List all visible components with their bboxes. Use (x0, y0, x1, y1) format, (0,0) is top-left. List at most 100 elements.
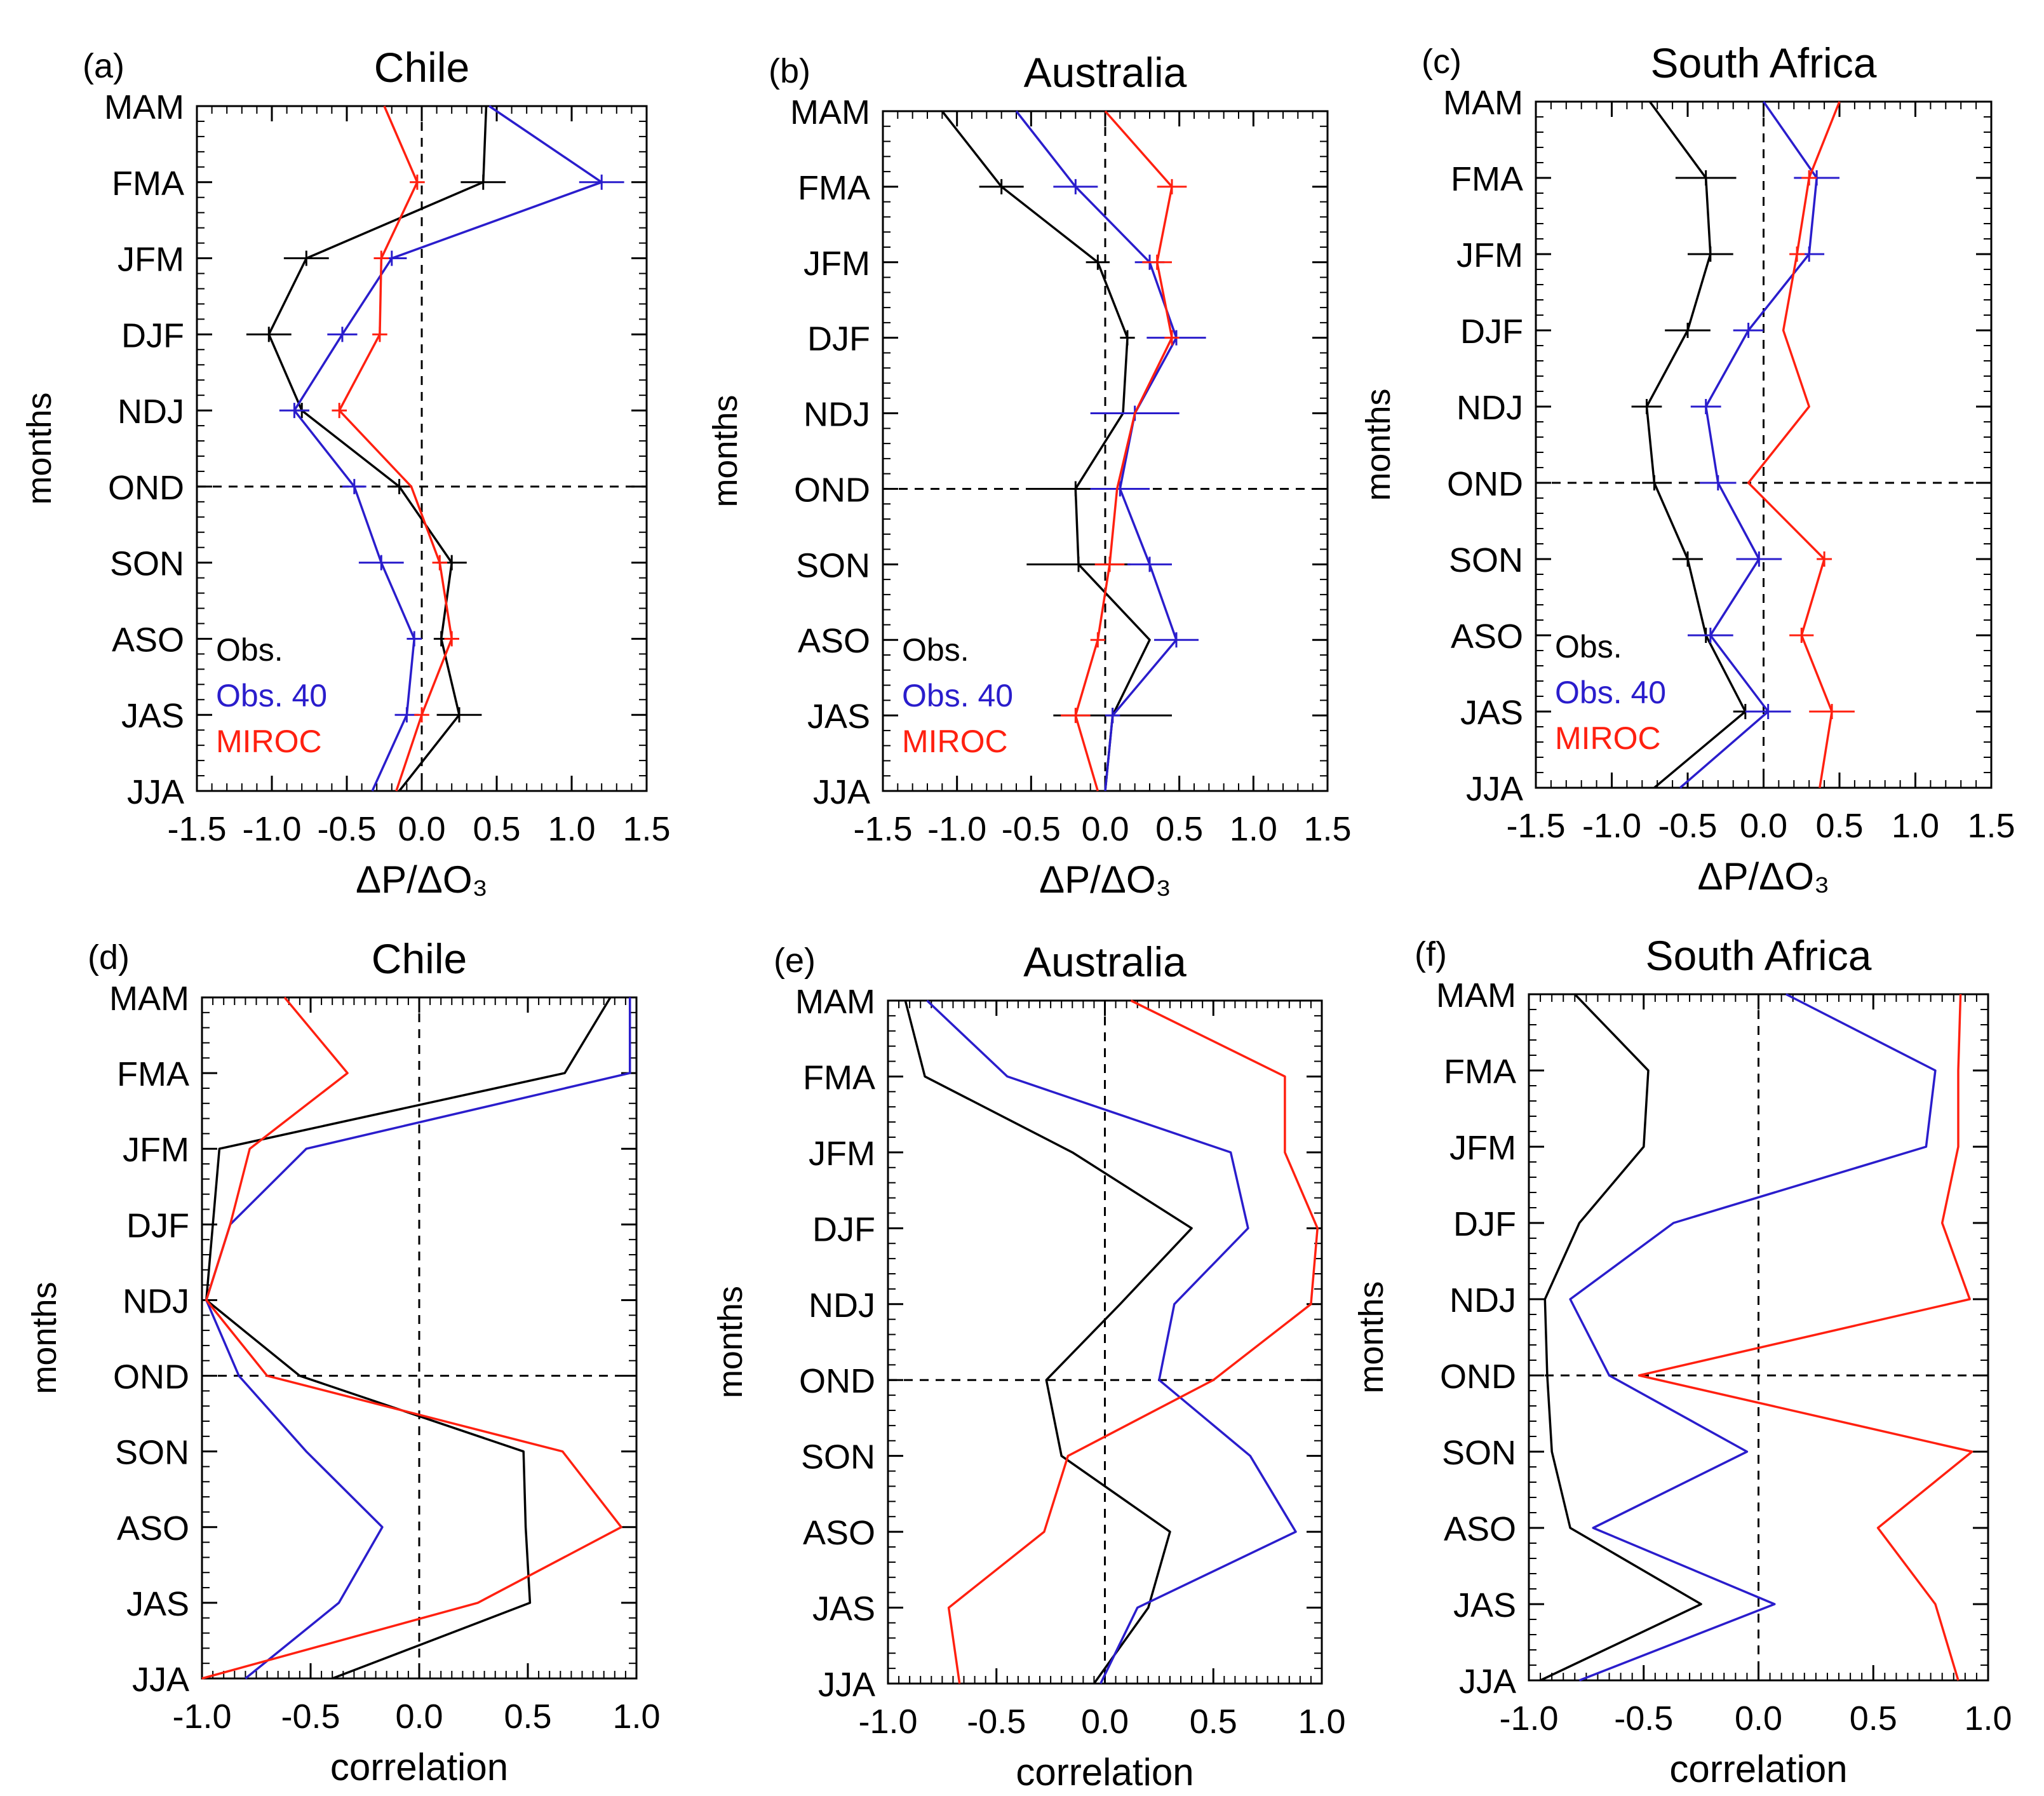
x-tick-label: 1.0 (1892, 807, 1939, 845)
month-label-jja: JJA (127, 773, 184, 811)
x-tick-label: 0.5 (1155, 810, 1203, 848)
series-miroc-line (1637, 994, 1973, 1681)
month-label-jja: JJA (1466, 770, 1523, 808)
month-label-ond: OND (794, 471, 870, 509)
panel-title: South Africa (1646, 932, 1872, 979)
x-tick-label: 1.0 (612, 1698, 660, 1736)
month-label-jja: JJA (818, 1666, 875, 1704)
panel-b: -1.5 -1.0 -0.5 0.0 0.5 1.0 1.5 MAM FMA JFM DJF NDJ O… (706, 49, 1352, 901)
x-axis-label: correlation (1669, 1748, 1847, 1790)
legend-entry-miroc: MIROC (1555, 720, 1661, 756)
month-label-jfm: JFM (803, 245, 870, 283)
x-tick-label: -1.0 (242, 810, 301, 848)
series-obs-40-line (293, 105, 603, 792)
series-miroc-line (201, 996, 622, 1680)
series-miroc-line (947, 999, 1319, 1684)
y-axis-label: months (711, 1286, 750, 1398)
panel-label: (b) (769, 52, 810, 90)
legend-entry-obs-40: Obs. 40 (1555, 675, 1666, 710)
panel-title: South Africa (1651, 39, 1877, 86)
legend-entry-obs: Obs. (216, 632, 283, 668)
x-tick-label: -1.0 (1499, 1699, 1558, 1738)
x-tick-label: 1.0 (548, 810, 595, 848)
month-label-djf: DJF (1453, 1205, 1516, 1243)
month-label-djf: DJF (807, 320, 870, 358)
month-label-ond: OND (799, 1362, 875, 1400)
x-tick-label: 0.0 (1081, 810, 1129, 848)
month-label-jas: JAS (1453, 1586, 1516, 1624)
x-tick-label: -1.0 (858, 1703, 917, 1741)
series-obs-40-line (1679, 100, 1818, 789)
month-label-jfm: JFM (809, 1135, 875, 1173)
panel-e: -1.0 -0.5 0.0 0.5 1.0 MAM FMA JFM DJF NDJ OND SON AS… (711, 938, 1346, 1793)
series-obs-40-line (1569, 993, 1937, 1682)
x-axis-label: correlation (330, 1746, 508, 1788)
month-label-jja: JJA (1459, 1663, 1516, 1701)
x-tick-label: 1.5 (1967, 807, 2015, 845)
month-label-mam: MAM (1443, 84, 1523, 122)
legend-entry-obs: Obs. (1555, 629, 1622, 665)
month-label-mam: MAM (1436, 976, 1516, 1015)
legend-entry-miroc: MIROC (902, 724, 1008, 759)
x-tick-label: -1.0 (927, 810, 986, 848)
y-axis-label: months (1359, 388, 1397, 501)
x-tick-label: -0.5 (1002, 810, 1061, 848)
month-label-jas: JAS (121, 697, 184, 735)
month-label-fma: FMA (1444, 1053, 1516, 1091)
panel-label: (e) (774, 942, 816, 980)
month-label-son: SON (110, 545, 184, 583)
series-obs-line (904, 1000, 1193, 1685)
month-label-fma: FMA (117, 1055, 189, 1093)
x-tick-label: -0.5 (281, 1698, 340, 1736)
x-tick-label: 0.5 (473, 810, 520, 848)
month-label-ond: OND (1447, 465, 1523, 503)
series-miroc-line (1747, 101, 1841, 788)
month-label-mam: MAM (104, 88, 184, 126)
x-tick-label: -0.5 (967, 1703, 1026, 1741)
x-tick-label: 0.5 (1850, 1699, 1897, 1738)
y-axis-label: months (20, 392, 58, 504)
month-label-jas: JAS (126, 1585, 189, 1623)
month-label-djf: DJF (121, 316, 184, 354)
month-label-mam: MAM (109, 980, 189, 1018)
x-tick-label: 0.0 (398, 810, 445, 848)
panel-c: -1.5 -1.0 -0.5 0.0 0.5 1.0 1.5 MAM FMA JFM DJF NDJ O… (1359, 39, 2015, 898)
y-axis-label: months (25, 1281, 64, 1394)
month-label-mam: MAM (795, 983, 875, 1021)
series-obs-40-line (205, 997, 631, 1680)
month-label-fma: FMA (798, 169, 870, 207)
month-label-son: SON (115, 1434, 189, 1472)
month-label-ndj: NDJ (809, 1286, 875, 1325)
month-label-jfm: JFM (1449, 1129, 1516, 1167)
x-tick-label: 0.0 (1081, 1703, 1129, 1741)
panel-title: Australia (1023, 938, 1187, 985)
month-label-mam: MAM (790, 93, 870, 132)
panel-label: (f) (1415, 935, 1447, 973)
legend-entry-miroc: MIROC (216, 724, 322, 759)
panel-title: Australia (1024, 49, 1187, 96)
month-label-djf: DJF (126, 1206, 189, 1245)
month-label-jas: JAS (807, 698, 870, 736)
x-tick-label: 0.5 (1190, 1703, 1237, 1741)
panel-title: Chile (372, 935, 467, 982)
month-label-aso: ASO (117, 1509, 189, 1548)
series-miroc-line (1074, 110, 1173, 792)
month-label-ndj: NDJ (803, 396, 870, 434)
month-label-ond: OND (113, 1358, 189, 1396)
month-label-aso: ASO (1444, 1510, 1516, 1548)
month-label-son: SON (801, 1438, 875, 1476)
month-label-jja: JJA (813, 773, 870, 811)
y-axis-label: months (706, 395, 744, 507)
month-label-jas: JAS (1460, 694, 1523, 732)
x-tick-label: -0.5 (317, 810, 376, 848)
x-tick-label: 0.0 (1735, 1699, 1782, 1738)
x-tick-label: 1.5 (622, 810, 670, 848)
month-label-son: SON (1442, 1434, 1516, 1472)
series-obs-40-line (1015, 110, 1178, 792)
x-tick-label: 0.5 (504, 1698, 551, 1736)
month-label-fma: FMA (1451, 160, 1523, 198)
month-label-jfm: JFM (123, 1131, 189, 1169)
month-label-ndj: NDJ (118, 393, 184, 431)
legend-entry-obs-40: Obs. 40 (216, 678, 327, 713)
month-label-jfm: JFM (118, 241, 184, 279)
